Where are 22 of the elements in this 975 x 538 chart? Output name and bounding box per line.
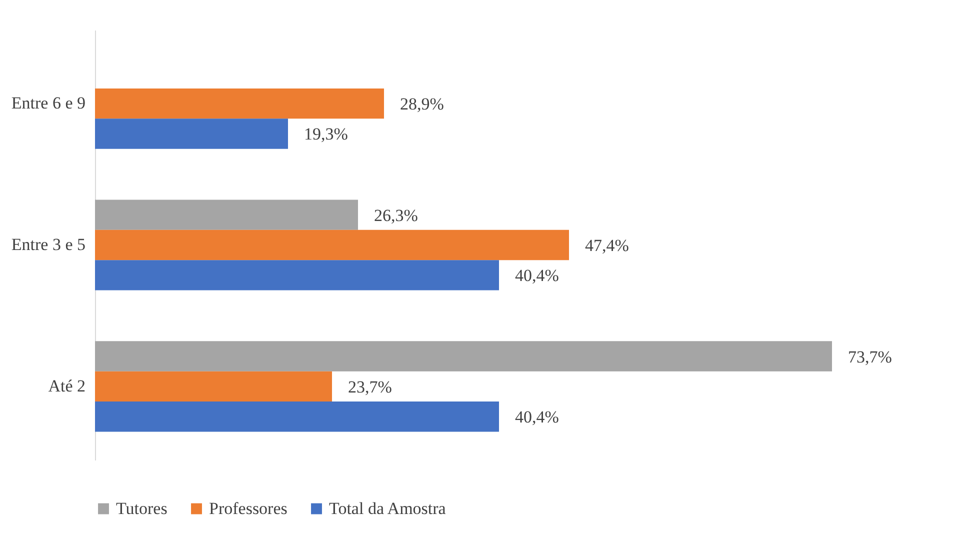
legend-label: Professores bbox=[209, 498, 288, 518]
legend-label: Total da Amostra bbox=[329, 498, 446, 518]
bar bbox=[95, 200, 358, 230]
bar bbox=[95, 260, 499, 290]
y-tick-label: Até 2 bbox=[48, 376, 86, 396]
data-label: 40,4% bbox=[515, 266, 559, 286]
legend-label: Tutores bbox=[116, 498, 168, 518]
bar bbox=[95, 88, 384, 119]
bar bbox=[95, 341, 832, 372]
bar bbox=[95, 402, 499, 432]
data-label: 19,3% bbox=[304, 124, 348, 144]
data-label: 73,7% bbox=[848, 347, 892, 366]
y-tick-label: Entre 6 e 9 bbox=[11, 94, 86, 113]
data-label: 40,4% bbox=[515, 408, 559, 427]
data-label: 26,3% bbox=[374, 206, 418, 225]
bar bbox=[95, 230, 569, 260]
data-label: 28,9% bbox=[400, 94, 444, 114]
y-tick-label: Entre 3 e 5 bbox=[11, 235, 86, 254]
data-label: 47,4% bbox=[585, 236, 629, 255]
bar bbox=[95, 371, 332, 402]
data-label: 23,7% bbox=[348, 377, 392, 396]
bar bbox=[95, 118, 288, 149]
